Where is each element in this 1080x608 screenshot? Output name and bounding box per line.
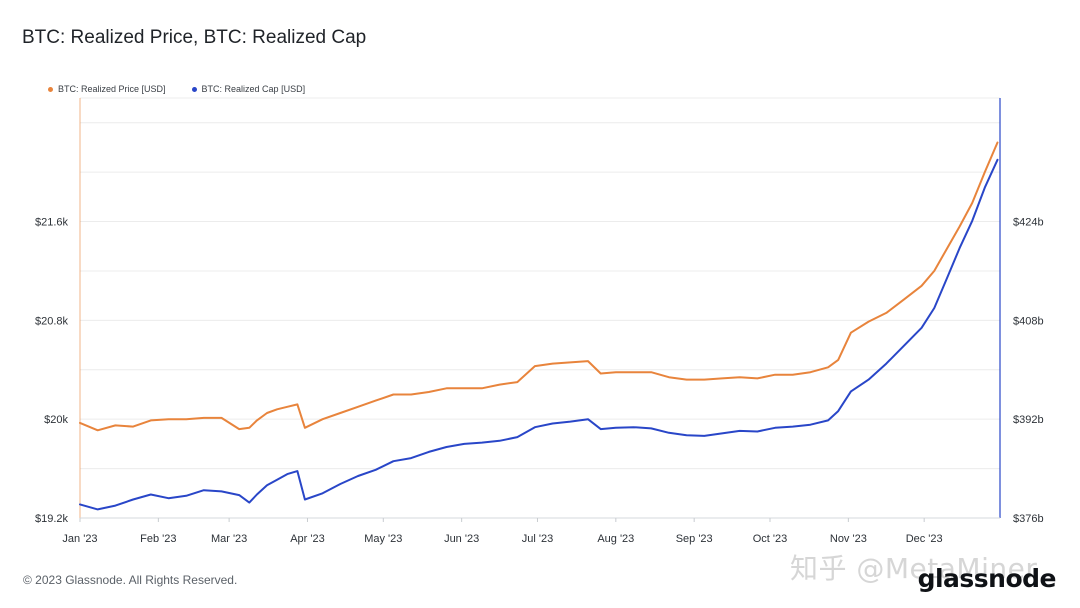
x-tick-label: Mar '23 — [211, 533, 247, 545]
x-tick-label: Apr '23 — [290, 533, 325, 545]
x-tick-label: Jan '23 — [62, 533, 97, 545]
legend-label-realized-price: BTC: Realized Price [USD] — [58, 84, 166, 94]
chart-legend[interactable]: BTC: Realized Price [USD] BTC: Realized … — [48, 84, 305, 94]
y-left-tick-label: $20.8k — [35, 315, 69, 327]
glassnode-logo: glassnode — [917, 564, 1057, 593]
y-left-tick-label: $21.6k — [35, 217, 69, 229]
grid-lines — [80, 97, 1000, 519]
x-tick-label: Sep '23 — [676, 533, 713, 545]
series-lines — [79, 141, 999, 511]
y-left-tick-label: $20k — [44, 414, 68, 426]
y-right-tick-label: $408b — [1013, 315, 1044, 327]
y-left-tick-label: $19.2k — [35, 513, 69, 525]
y-right-tick-label: $376b — [1013, 513, 1044, 525]
watermark: 知乎 @MetaMiner — [790, 552, 1038, 585]
y-right-tick-label: $424b — [1013, 217, 1044, 229]
copyright-footer: © 2023 Glassnode. All Rights Reserved. — [23, 573, 238, 587]
series-line-realized-cap — [79, 158, 999, 511]
chart-title: BTC: Realized Price, BTC: Realized Cap — [22, 27, 367, 48]
legend-item-realized-cap[interactable]: BTC: Realized Cap [USD] — [191, 84, 306, 94]
legend-dot-realized-price — [48, 86, 53, 92]
x-tick-label: Jul '23 — [522, 533, 553, 545]
x-tick-label: Feb '23 — [140, 533, 176, 545]
x-tick-label: Nov '23 — [830, 533, 867, 545]
x-tick-label: Jun '23 — [444, 533, 479, 545]
legend-label-realized-cap: BTC: Realized Cap [USD] — [201, 84, 306, 94]
x-tick-label: May '23 — [364, 533, 402, 545]
series-line-realized-price — [79, 141, 999, 432]
y-right-tick-label: $392b — [1013, 414, 1044, 426]
legend-dot-realized-cap — [191, 86, 197, 92]
x-tick-label: Dec '23 — [906, 533, 943, 545]
legend-item-realized-price[interactable]: BTC: Realized Price [USD] — [48, 84, 166, 94]
tick-labels: $19.2k $20k $20.8k $21.6k $376b $392b $408b $42… — [35, 217, 1044, 545]
x-tick-label: Aug '23 — [597, 533, 634, 545]
axes — [79, 98, 1001, 522]
x-tick-label: Oct '23 — [753, 533, 788, 545]
